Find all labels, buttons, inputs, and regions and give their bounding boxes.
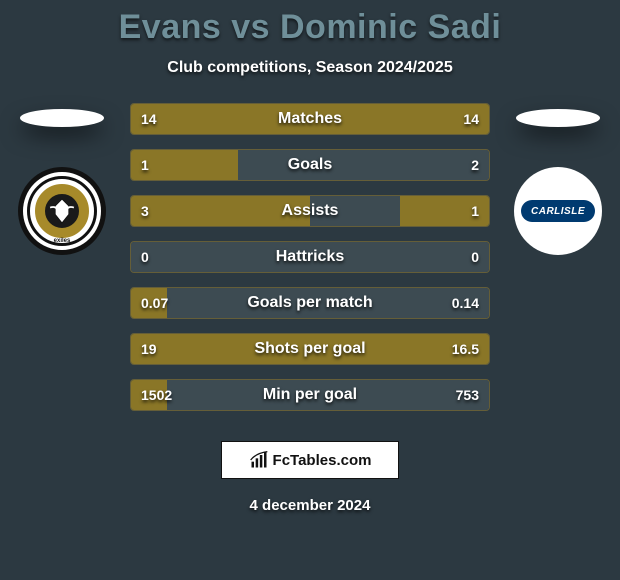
stat-row: 1414Matches (130, 103, 490, 135)
brand-logo: FcTables.com (221, 441, 399, 479)
player-shadow-left (20, 109, 104, 127)
brand-text: FcTables.com (273, 452, 372, 469)
stat-row: 31Assists (130, 195, 490, 227)
stat-label: Min per goal (131, 380, 489, 410)
stat-label: Goals (131, 150, 489, 180)
stat-label: Hattricks (131, 242, 489, 272)
page-title: Evans vs Dominic Sadi (0, 8, 620, 47)
body-area: exiles CARLISLE 1414Matches 12Goals 31Assi… (0, 103, 620, 411)
badge-inner-ring (35, 184, 89, 238)
club-badge-right: CARLISLE (514, 167, 602, 255)
left-side: exiles (18, 103, 106, 255)
stat-row: 1502753Min per goal (130, 379, 490, 411)
date-text: 4 december 2024 (0, 497, 620, 514)
stat-row: 12Goals (130, 149, 490, 181)
comparison-page: Evans vs Dominic Sadi Club competitions,… (0, 0, 620, 580)
stat-label: Shots per goal (131, 334, 489, 364)
stat-label: Matches (131, 104, 489, 134)
club-badge-left: exiles (18, 167, 106, 255)
stat-bars: 1414Matches 12Goals 31Assists 00Hattricks 0.… (130, 103, 490, 411)
badge-text-right: CARLISLE (521, 200, 595, 222)
shield-wings-icon (45, 194, 79, 228)
stat-label: Goals per match (131, 288, 489, 318)
right-side: CARLISLE (514, 103, 602, 255)
stat-row: 1916.5Shots per goal (130, 333, 490, 365)
stat-label: Assists (131, 196, 489, 226)
stat-row: 0.070.14Goals per match (130, 287, 490, 319)
page-subtitle: Club competitions, Season 2024/2025 (0, 59, 620, 77)
badge-text-left: exiles (23, 238, 101, 244)
player-shadow-right (516, 109, 600, 127)
stat-row: 00Hattricks (130, 241, 490, 273)
chart-icon (249, 450, 269, 470)
